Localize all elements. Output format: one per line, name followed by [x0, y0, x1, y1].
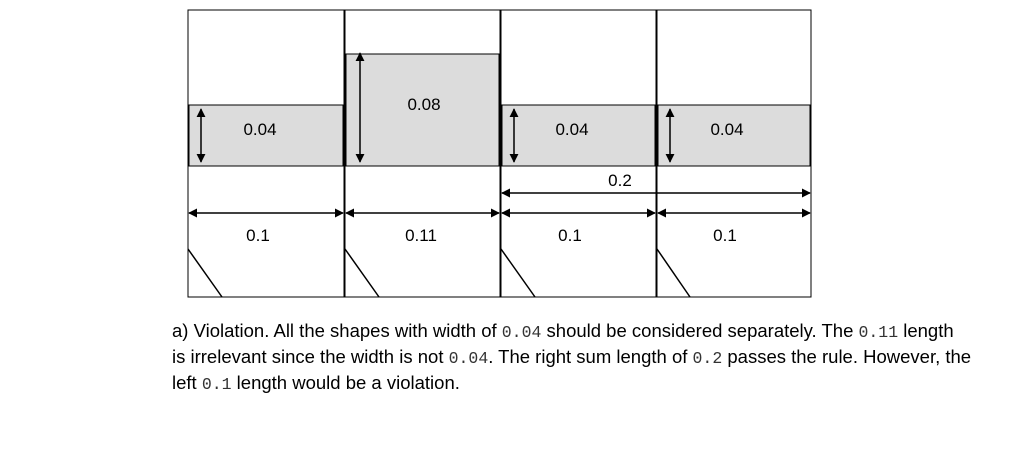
column-frame-4 — [656, 9, 812, 298]
shape-3 — [501, 104, 656, 167]
caption-code: 0.04 — [501, 323, 542, 342]
length-label-2: 0.11 — [405, 226, 437, 245]
caption-text: length is irrelevant since the width is … — [172, 320, 954, 367]
sum-length-label: 0.2 — [608, 171, 632, 190]
caption-code: 0.1 — [201, 375, 232, 394]
column-frame-2 — [344, 9, 501, 298]
caption-text: should be considered separately. The — [541, 320, 859, 341]
diagonal-mark-4 — [656, 248, 691, 298]
caption: a) Violation. All the shapes with width … — [172, 319, 972, 397]
column-frame-1 — [187, 9, 345, 298]
length-label-4: 0.1 — [713, 226, 737, 245]
caption-code: 0.2 — [692, 349, 723, 368]
width-label-4: 0.04 — [710, 120, 743, 139]
shape-1 — [188, 104, 344, 167]
caption-text: length would be a violation. — [231, 372, 460, 393]
length-label-3: 0.1 — [558, 226, 582, 245]
shape-4 — [657, 104, 811, 167]
caption-text: a) Violation. All the shapes with width … — [172, 320, 502, 341]
width-label-2: 0.08 — [407, 95, 440, 114]
length-label-1: 0.1 — [246, 226, 270, 245]
width-label-1: 0.04 — [243, 120, 276, 139]
diagonal-mark-3 — [500, 248, 536, 298]
caption-text: passes the rule. However, the left — [172, 346, 972, 393]
width-label-3: 0.04 — [555, 120, 588, 139]
shape-2 — [345, 53, 500, 167]
diagonal-mark-2 — [344, 248, 380, 298]
caption-code: 0.11 — [858, 323, 899, 342]
diagonal-mark-1 — [187, 248, 223, 298]
caption-text: . The right sum length of — [488, 346, 693, 367]
column-frame-3 — [500, 9, 657, 298]
caption-code: 0.04 — [448, 349, 489, 368]
